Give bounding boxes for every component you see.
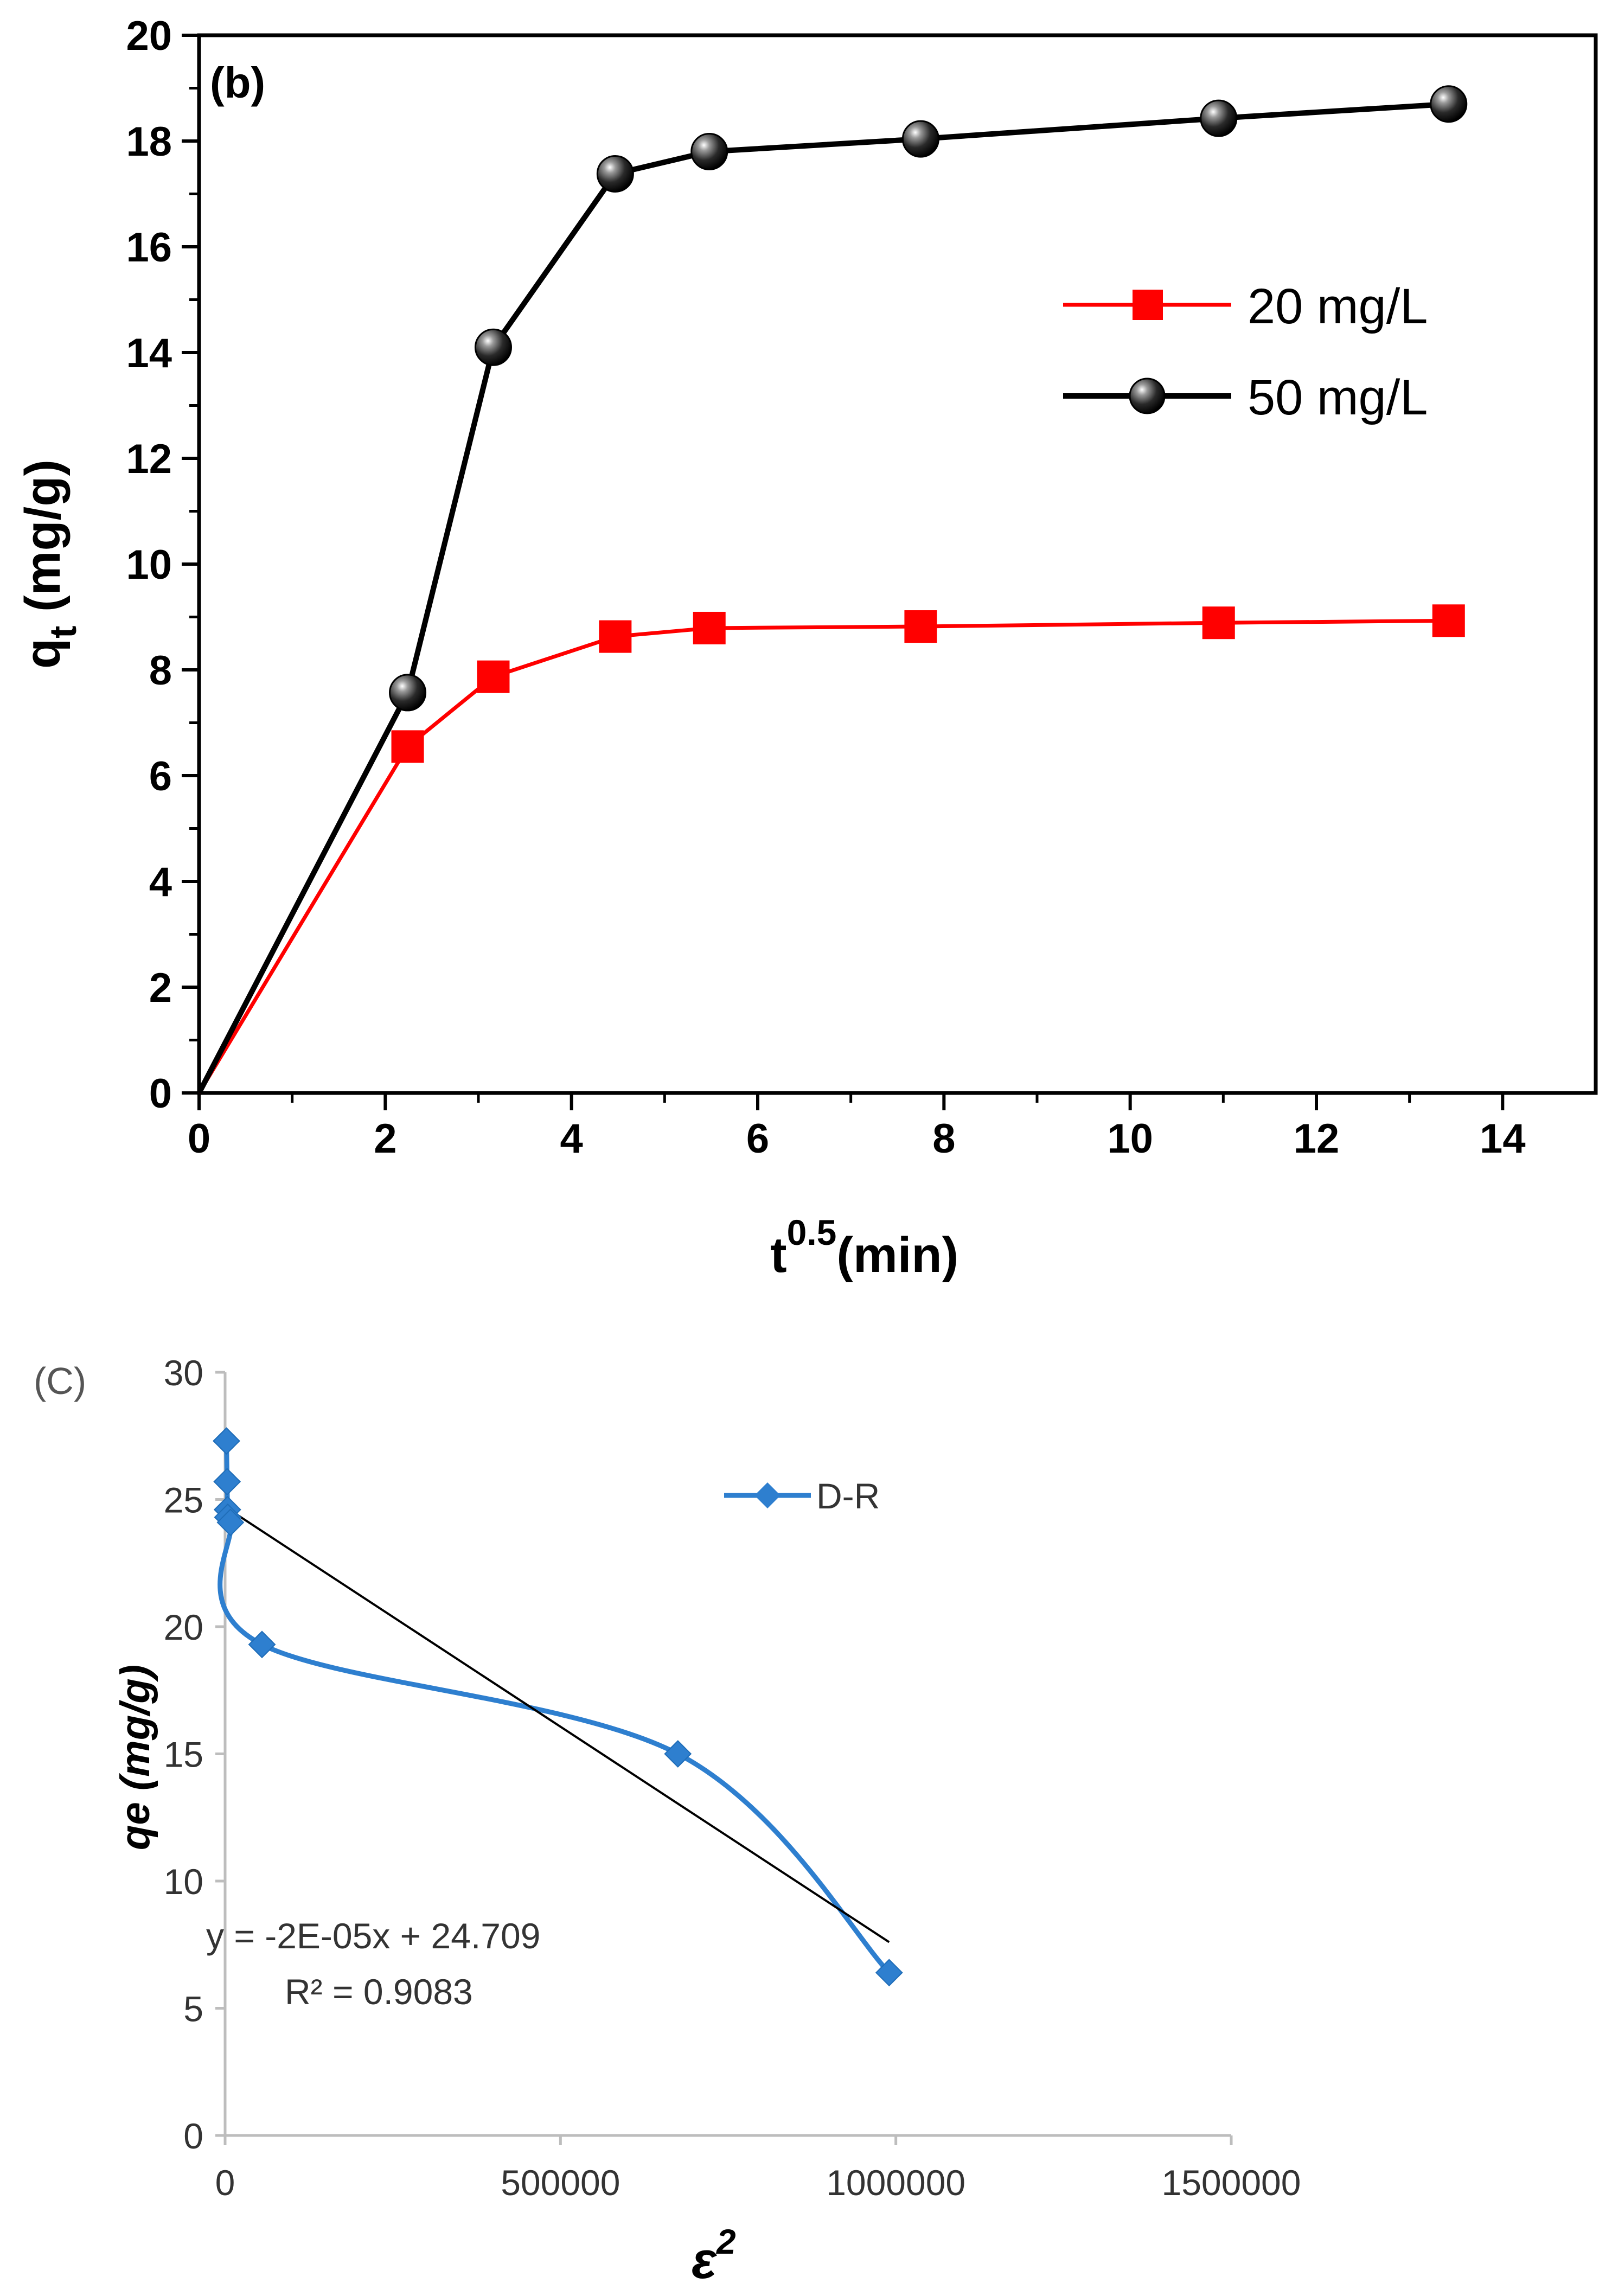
data-point: [904, 610, 937, 643]
legend-label: 20 mg/L: [1248, 279, 1428, 334]
series-line: [218, 1441, 891, 1974]
x-tick-label: 12: [1294, 1116, 1340, 1162]
dr-isotherm-chart: (C) 0 500000 1000000 1500000 0 5 10 15 20 25 30 y…: [34, 1353, 1301, 2289]
series-1: [213, 1427, 903, 1987]
data-point: [391, 730, 424, 763]
legend: D-R: [724, 1476, 880, 1516]
data-point: [389, 674, 427, 712]
data-point: [901, 120, 939, 158]
y-tick-label: 16: [126, 225, 172, 271]
data-point: [1200, 99, 1238, 137]
legend-item: 50 mg/L: [1063, 370, 1428, 425]
y-tick-label: 4: [149, 859, 172, 905]
y-tick-label: 8: [149, 648, 172, 694]
series-line: [196, 101, 1449, 1095]
y-tick-label: 0: [149, 1071, 172, 1117]
y-axis-ticks: 0 5 10 15 20 25 30: [164, 1353, 225, 2156]
data-point: [1432, 604, 1465, 637]
y-tick-label: 6: [149, 753, 172, 800]
trendline: [224, 1506, 890, 1943]
series-2: [196, 85, 1468, 1095]
kinetics-chart: 0 2 4 6 8 10 12 14 0 2 4 6 8 10 12 14 16 18 20 (b) t0.5(m…: [15, 13, 1598, 1283]
series-line: [197, 618, 1449, 1094]
x-tick-label: 0: [188, 1116, 210, 1162]
x-axis-ticks: 0 2 4 6 8 10 12 14: [188, 1093, 1526, 1162]
panel-label: (b): [210, 59, 265, 107]
data-point: [1202, 606, 1235, 639]
y-axis-title: qe (mg/g): [112, 1665, 158, 1850]
y-tick-label: 25: [164, 1480, 203, 1520]
y-tick-label: 20: [164, 1607, 203, 1647]
y-axis-ticks: 0 2 4 6 8 10 12 14 16 18 20: [126, 13, 199, 1117]
x-tick-label: 6: [746, 1116, 769, 1162]
panel-label: (C): [34, 1360, 86, 1402]
data-point: [474, 328, 512, 366]
x-tick-label: 10: [1107, 1116, 1153, 1162]
series-1: [197, 604, 1465, 1094]
legend-marker: [1129, 378, 1166, 414]
x-tick-label: 2: [374, 1116, 396, 1162]
x-axis-title: ε2: [692, 2222, 736, 2289]
data-point: [875, 1959, 903, 1987]
x-tick-label: 8: [932, 1116, 955, 1162]
y-axis-title: qt (mg/g): [15, 459, 84, 669]
y-tick-label: 5: [183, 1989, 203, 2029]
legend-marker: [1133, 290, 1163, 320]
plot-frame: [197, 33, 1598, 1095]
data-point: [248, 1630, 276, 1659]
x-tick-label: 1500000: [1162, 2163, 1301, 2203]
legend: 20 mg/L 50 mg/L: [1063, 279, 1428, 425]
data-point: [477, 660, 510, 693]
y-tick-label: 2: [149, 965, 172, 1011]
x-axis-ticks: 0 500000 1000000 1500000: [215, 2135, 1301, 2203]
y-tick-label: 12: [126, 436, 172, 482]
data-point: [693, 611, 726, 644]
trendline-equation: y = -2E-05x + 24.709: [206, 1916, 540, 1956]
data-point: [216, 1508, 245, 1537]
y-tick-label: 20: [126, 13, 172, 59]
y-tick-label: 10: [126, 542, 172, 588]
y-tick-label: 15: [164, 1735, 203, 1775]
data-point: [213, 1427, 240, 1455]
x-tick-label: 1000000: [826, 2163, 965, 2203]
legend-label: 50 mg/L: [1248, 370, 1428, 425]
data-point: [1430, 85, 1468, 123]
y-tick-label: 30: [164, 1353, 203, 1393]
trendline-r-squared: R² = 0.9083: [285, 1972, 473, 2012]
series-group: [213, 1427, 903, 1987]
series-group: [196, 85, 1468, 1095]
legend-marker: [754, 1482, 781, 1508]
x-tick-label: 0: [215, 2163, 235, 2203]
data-point: [596, 155, 634, 193]
data-point: [664, 1740, 692, 1768]
x-tick-label: 4: [560, 1116, 583, 1162]
y-tick-label: 0: [183, 2116, 203, 2156]
legend-item: 20 mg/L: [1063, 279, 1428, 334]
legend-item: D-R: [724, 1476, 880, 1516]
legend-label: D-R: [816, 1476, 880, 1516]
y-tick-label: 18: [126, 119, 172, 165]
y-tick-label: 14: [126, 330, 172, 376]
data-point: [599, 620, 632, 653]
x-tick-label: 14: [1480, 1116, 1526, 1162]
y-tick-label: 10: [164, 1862, 203, 1902]
data-point: [690, 133, 728, 170]
data-point: [213, 1468, 241, 1496]
x-axis-title: t0.5(min): [770, 1212, 958, 1283]
x-tick-label: 500000: [501, 2163, 620, 2203]
